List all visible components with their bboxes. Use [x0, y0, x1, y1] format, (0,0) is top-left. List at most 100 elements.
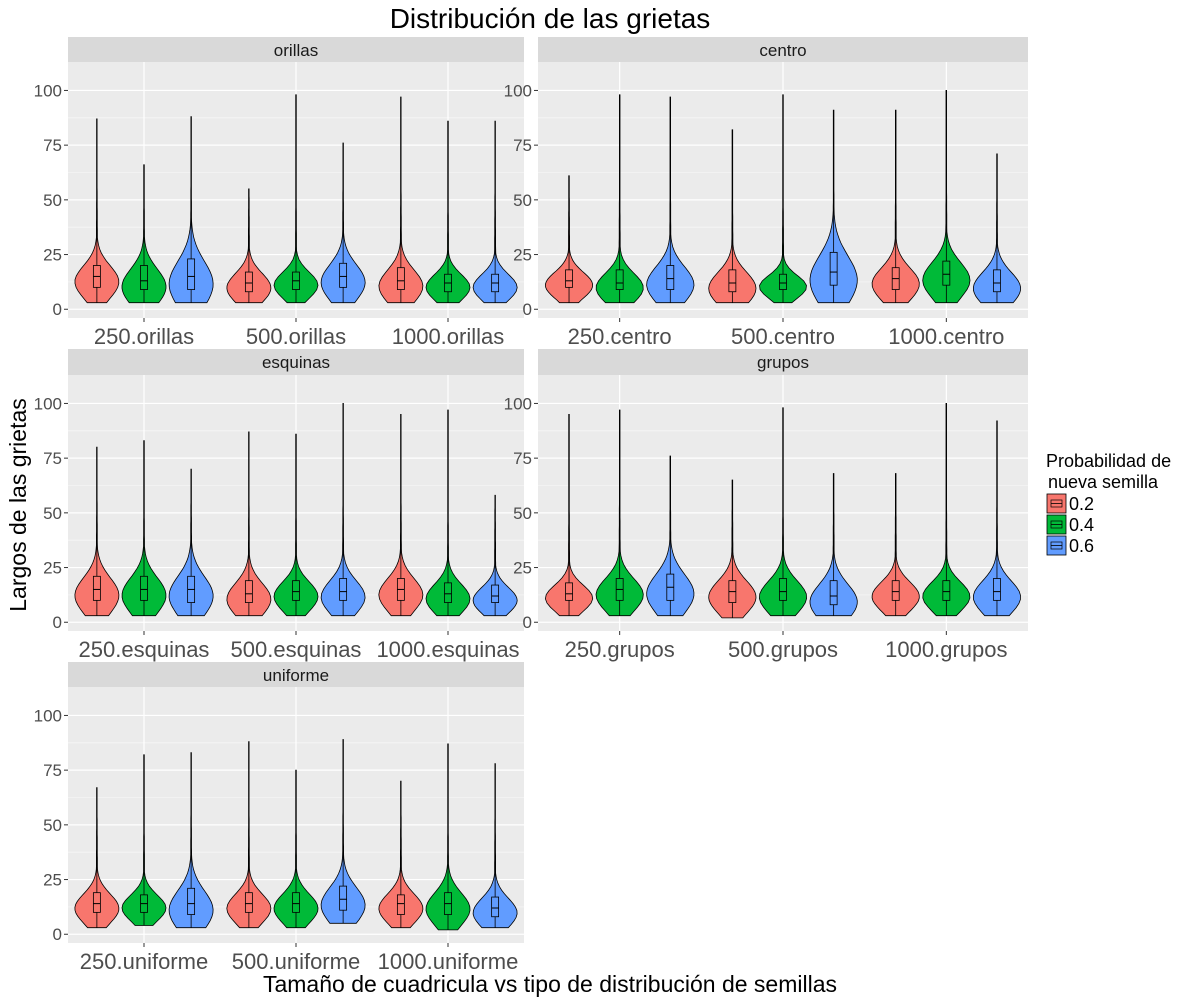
facet-panels: orillas 0 25 50 75 100 250.orillas 500.orillas 1…	[34, 37, 1028, 974]
y-tick-label: 100	[34, 81, 62, 100]
x-tick-label: 1000.grupos	[885, 637, 1007, 662]
violin-500.centro-0.4	[759, 94, 807, 304]
violin-1000.orillas-0.4	[425, 120, 471, 304]
violin-500.orillas-0.2	[226, 188, 272, 304]
box-iqr	[244, 580, 253, 603]
violin-250.centro-0.2	[544, 175, 594, 304]
box-iqr	[942, 260, 951, 286]
strip-background	[538, 37, 1028, 62]
legend-key-box	[1050, 499, 1063, 508]
y-tick-label: 100	[34, 394, 62, 413]
violin-1000.uniforme-0.6	[472, 763, 518, 929]
violin-500.grupos-0.4	[758, 407, 808, 617]
x-tick-label: 250.uniforme	[80, 949, 208, 974]
panel-centro: centro 0 25 50 75 100 250.centro 500.centro 1000…	[504, 37, 1028, 349]
x-tick-label: 250.centro	[568, 324, 672, 349]
box-iqr	[244, 892, 253, 913]
legend: Probabilidad de nueva semilla 0.20.40.6	[1046, 451, 1171, 556]
violin-500.uniforme-0.2	[226, 741, 272, 929]
violin-1000.esquinas-0.2	[378, 414, 424, 617]
strip-background	[68, 349, 524, 375]
x-tick-label: 1000.centro	[888, 324, 1004, 349]
y-tick-label: 0	[53, 925, 62, 944]
x-tick-label: 250.esquinas	[79, 637, 210, 662]
violin-500.centro-0.6	[809, 109, 858, 304]
x-tick-label: 500.uniforme	[232, 949, 360, 974]
violin-500.esquinas-0.6	[320, 403, 366, 617]
violin-1000.uniforme-0.4	[425, 743, 471, 931]
strip-label: centro	[759, 41, 806, 60]
y-tick-label: 50	[43, 504, 62, 523]
box-iqr	[339, 885, 348, 911]
box-iqr	[187, 887, 196, 915]
y-tick-label: 25	[43, 871, 62, 890]
violin-500.uniforme-0.4	[273, 769, 319, 929]
strip-label: esquinas	[262, 353, 330, 372]
box-iqr	[244, 271, 253, 293]
violin-1000.esquinas-0.4	[425, 409, 471, 617]
box-iqr	[779, 578, 787, 601]
violin-250.uniforme-0.6	[168, 752, 214, 929]
box-iqr	[187, 258, 196, 290]
violin-250.grupos-0.2	[544, 414, 594, 617]
violin-1000.grupos-0.2	[871, 473, 920, 617]
legend-title-line1: Probabilidad de	[1046, 451, 1171, 471]
box-iqr	[942, 580, 951, 601]
legend-label: 0.4	[1069, 515, 1094, 535]
x-tick-label: 500.centro	[731, 324, 835, 349]
violin-250.esquinas-0.2	[74, 446, 120, 617]
violin-250.centro-0.6	[646, 96, 695, 304]
y-tick-label: 0	[53, 300, 62, 319]
box-iqr	[615, 269, 624, 290]
violin-250.centro-0.4	[595, 94, 644, 304]
y-tick-label: 75	[513, 449, 532, 468]
box-iqr	[396, 267, 405, 290]
violin-1000.centro-0.2	[871, 109, 920, 304]
x-tick-label: 1000.uniforme	[378, 949, 519, 974]
violin-500.esquinas-0.2	[226, 431, 272, 617]
y-tick-label: 25	[43, 559, 62, 578]
box-iqr	[565, 582, 573, 601]
violin-500.orillas-0.4	[273, 94, 319, 304]
violin-500.grupos-0.6	[809, 473, 858, 617]
x-tick-label: 500.esquinas	[231, 637, 362, 662]
violin-250.uniforme-0.2	[74, 787, 120, 929]
violin-250.orillas-0.4	[121, 164, 167, 304]
violin-250.orillas-0.2	[74, 118, 120, 304]
y-tick-label: 25	[513, 559, 532, 578]
box-iqr	[292, 580, 300, 601]
violin-1000.grupos-0.4	[922, 403, 971, 617]
x-tick-label: 500.orillas	[246, 324, 346, 349]
panel-orillas: orillas 0 25 50 75 100 250.orillas 500.orillas 1…	[34, 37, 524, 349]
legend-label: 0.2	[1069, 494, 1094, 514]
box-iqr	[491, 584, 500, 603]
box-iqr	[396, 894, 405, 915]
legend-key-box	[1050, 541, 1063, 550]
box-iqr	[444, 582, 452, 603]
violin-1000.grupos-0.6	[972, 420, 1021, 617]
y-tick-label: 100	[34, 706, 62, 725]
box-iqr	[491, 896, 500, 918]
box-iqr	[339, 262, 348, 288]
x-tick-label: 1000.esquinas	[376, 637, 519, 662]
violin-250.esquinas-0.6	[168, 468, 214, 617]
legend-key-box	[1050, 520, 1063, 529]
chart-title: Distribución de las grietas	[390, 3, 711, 34]
violin-1000.centro-0.4	[922, 90, 971, 304]
violin-500.esquinas-0.4	[273, 433, 319, 617]
legend-label: 0.6	[1069, 536, 1094, 556]
violin-1000.orillas-0.2	[378, 96, 424, 304]
x-tick-label: 1000.orillas	[392, 324, 505, 349]
violin-1000.centro-0.6	[973, 153, 1022, 304]
y-tick-label: 100	[504, 81, 532, 100]
y-tick-label: 25	[43, 246, 62, 265]
box-iqr	[140, 575, 148, 601]
y-tick-label: 0	[523, 613, 532, 632]
violin-500.uniforme-0.6	[320, 739, 366, 924]
violin-500.orillas-0.6	[320, 142, 366, 304]
violin-250.esquinas-0.4	[121, 440, 167, 617]
strip-background	[68, 37, 524, 62]
panel-uniforme: uniforme 0 25 50 75 100 250.uniforme 500.unifor…	[34, 662, 524, 974]
strip-background	[68, 662, 524, 687]
panel-grupos: grupos 0 25 50 75 100 250.grupos 500.grupos 1000…	[504, 349, 1028, 662]
